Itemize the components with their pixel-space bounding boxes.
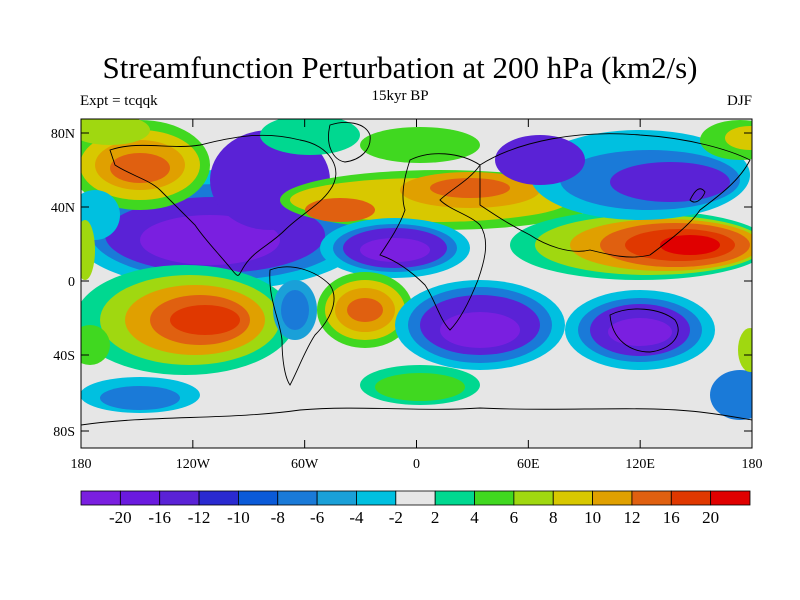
negative-anomaly-atlantic-africa [320,218,470,278]
colorbar-label: 16 [663,508,680,527]
colorbar-swatch [80,490,121,506]
lon-tick-label: 60E [517,457,540,472]
contour-field [81,119,752,448]
colorbar-swatch [631,490,672,506]
coastline-japan [689,188,706,203]
colorbar-swatch [198,490,239,506]
colorbar-swatch [670,490,712,506]
colorbar-swatch [710,490,751,506]
colorbar-label: 8 [549,508,558,527]
colorbar-label: -20 [109,508,132,527]
colorbar-label: 4 [470,508,479,527]
colorbar-swatch [316,490,357,506]
experiment-label: Expt = tcqqk [80,93,158,109]
lat-tick-label: 80N [51,127,75,142]
colorbar-label: -6 [310,508,324,527]
lat-tick-label: 40N [51,201,75,216]
coastline-australia [609,308,679,353]
positive-anomaly-south-atlantic [317,272,413,348]
colorbar-swatch [119,490,161,506]
negative-anomaly-northeast-asia [495,130,750,220]
colorbar-swatch [356,490,397,506]
negative-anomaly-australia [565,290,715,370]
colorbar-label: 2 [431,508,440,527]
lon-tick-label: 120W [176,457,211,472]
colorbar-swatch [513,490,554,506]
colorbar-label: 6 [510,508,519,527]
colorbar-swatch [395,490,436,506]
lat-tick-label: 80S [53,425,75,440]
colorbar-label: 20 [702,508,719,527]
colorbar-swatch [474,490,515,506]
colorbar: -20 -16 -12 -10 -8 -6 -4 -2 2 4 6 8 10 12 16 20 [80,490,751,527]
positive-anomaly-alaska [81,120,210,210]
coastline-antarctica [81,407,752,426]
colorbar-label: -10 [227,508,250,527]
colorbar-swatch [552,490,593,506]
positive-anomaly-atlantic-eurasia [280,170,600,230]
map-title: Streamfunction Perturbation at 200 hPa (… [102,50,698,85]
coastline-north-america [109,134,337,276]
colorbar-swatch [434,490,475,506]
coastlines [81,122,752,426]
negative-anomaly-southern-africa [395,280,565,370]
coastline-asia [479,133,751,258]
lon-tick-label: 120E [625,457,655,472]
axis-ticks: 80N 40N 0 40S 80S 180 120W 60W 0 60E 120E 180 [51,119,763,472]
lon-tick-label: 60W [291,457,319,472]
lon-tick-label: 180 [71,457,92,472]
colorbar-swatch [238,490,279,506]
colorbar-swatch [592,490,633,506]
map-subtitle: 15kyr BP [371,88,429,104]
colorbar-label: -16 [148,508,171,527]
lat-tick-label: 0 [68,275,75,290]
colorbar-label: -4 [349,508,364,527]
positive-anomaly-south-pacific [81,265,295,375]
season-label: DJF [726,93,752,109]
colorbar-label: -8 [271,508,285,527]
colorbar-swatch [159,490,200,506]
coastline-south-america [269,266,335,386]
coastline-europe-africa [379,153,487,331]
lon-tick-label: 0 [413,457,420,472]
colorbar-label: -2 [389,508,403,527]
lat-tick-label: 40S [53,349,75,364]
positive-anomaly-west-pacific [510,210,752,280]
colorbar-label: -12 [188,508,211,527]
colorbar-label: 10 [584,508,601,527]
colorbar-swatch [277,490,318,506]
lon-tick-label: 180 [742,457,763,472]
coastline-greenland [328,122,371,163]
colorbar-label: 12 [623,508,640,527]
